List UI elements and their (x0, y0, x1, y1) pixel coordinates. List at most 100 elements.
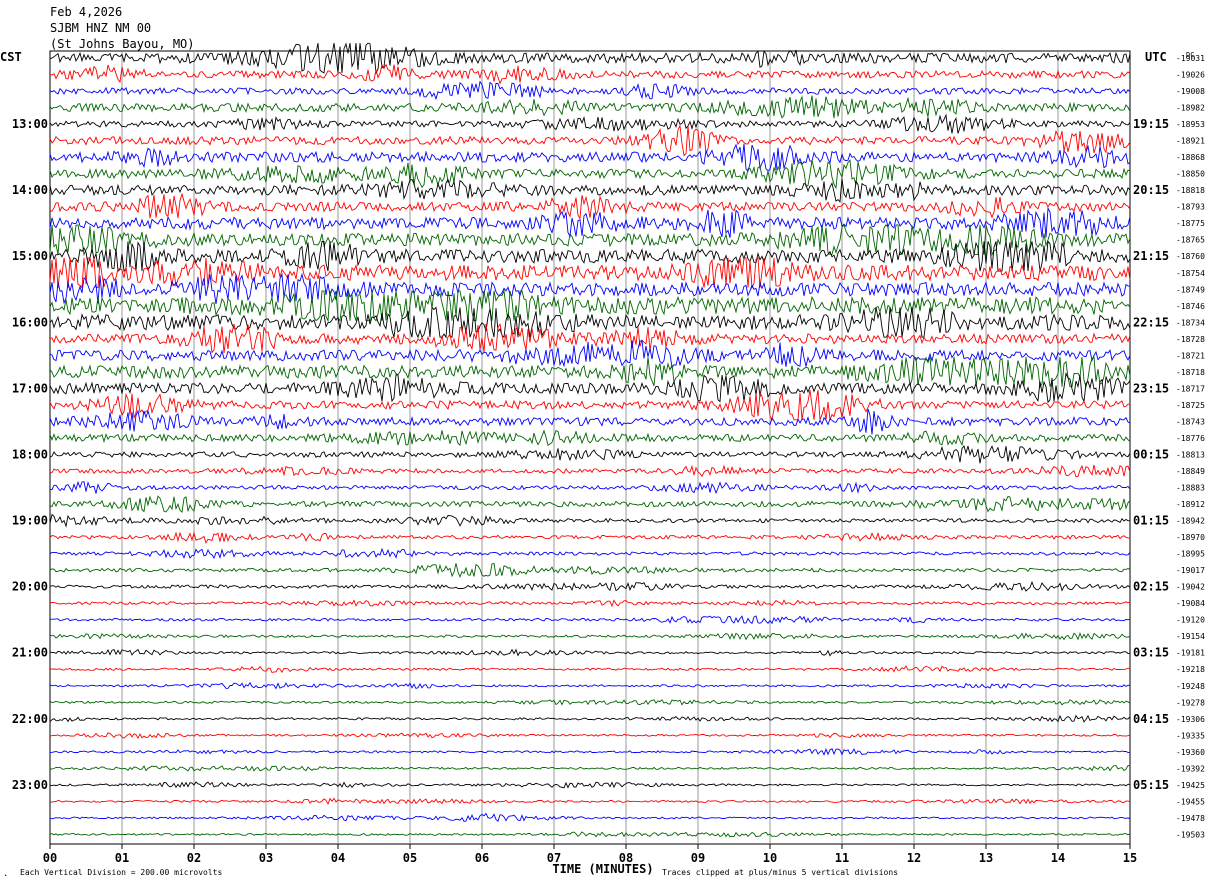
trace-line (49, 143, 1131, 172)
trace-line (49, 206, 1131, 238)
grid-lines (49, 50, 1131, 849)
dc-offset-label: -18995 (1176, 550, 1205, 559)
x-tick-label: 08 (619, 851, 633, 865)
trace-line (49, 240, 1131, 273)
dc-offset-label: -18813 (1176, 450, 1205, 459)
right-hour-label: 00:15 (1133, 447, 1169, 461)
left-hour-label: 15:00 (12, 249, 48, 263)
trace-line (49, 322, 1131, 354)
right-hour-label: 23:15 (1133, 381, 1169, 395)
x-tick-label: 10 (763, 851, 777, 865)
trace-line (49, 371, 1131, 404)
clip-note: Traces clipped at plus/minus 5 vertical … (662, 868, 898, 877)
x-tick-label: 02 (187, 851, 201, 865)
dc-offset-label: -19042 (1176, 583, 1205, 592)
plot-frame (49, 50, 1131, 845)
trace-line (49, 831, 1131, 838)
trace-line (49, 178, 1131, 203)
dc-offset-label: -18793 (1176, 203, 1205, 212)
dc-offset-label: -19031 (1176, 54, 1205, 63)
trace-line (49, 599, 1131, 608)
dc-offset-label: -19181 (1176, 649, 1205, 658)
left-hour-label: 23:00 (12, 778, 48, 792)
dc-offset-label: -19017 (1176, 566, 1205, 575)
trace-line (49, 681, 1131, 690)
left-hour-label: 16:00 (12, 315, 48, 329)
x-tick-label: 03 (259, 851, 273, 865)
trace-line (49, 513, 1131, 528)
left-hour-label: 14:00 (12, 183, 48, 197)
trace-line (49, 80, 1131, 101)
dc-offset-label: -18734 (1176, 318, 1205, 327)
right-hour-label: 22:15 (1133, 315, 1169, 329)
x-tick-label: 05 (403, 851, 417, 865)
right-hour-label: 04:15 (1133, 712, 1169, 726)
trace-line (49, 748, 1131, 756)
dc-offset-label: -18760 (1176, 252, 1205, 261)
right-hour-label: 02:15 (1133, 580, 1169, 594)
trace-line (49, 495, 1131, 513)
dc-label: DC (1186, 51, 1194, 59)
dc-offset-label: -19278 (1176, 698, 1205, 707)
dc-offset-label: -19335 (1176, 731, 1205, 740)
left-hour-label: 20:00 (12, 580, 48, 594)
dc-offset-label: -18721 (1176, 351, 1205, 360)
trace-line (49, 547, 1131, 560)
x-tick-label: 14 (1051, 851, 1065, 865)
dc-offset-label: -19120 (1176, 616, 1205, 625)
trace-line (49, 562, 1131, 579)
dc-offset-label: -19478 (1176, 814, 1205, 823)
dc-offset-label: -19392 (1176, 764, 1205, 773)
dc-offset-label: -18776 (1176, 434, 1205, 443)
corner-mark: . (3, 869, 8, 879)
trace-line (49, 124, 1131, 157)
dc-offset-label: -19154 (1176, 632, 1205, 641)
dc-offset-label: -19248 (1176, 682, 1205, 691)
dc-offset-label: -19026 (1176, 71, 1205, 80)
x-tick-label: 04 (331, 851, 345, 865)
x-tick-label: 00 (43, 851, 57, 865)
dc-offset-label: -19084 (1176, 599, 1205, 608)
trace-line (49, 797, 1131, 806)
dc-offset-label: -19360 (1176, 748, 1205, 757)
dc-offset-label: -18765 (1176, 236, 1205, 245)
trace-line (49, 257, 1131, 290)
dc-offset-label: -18849 (1176, 467, 1205, 476)
left-hour-label: 18:00 (12, 447, 48, 461)
trace-line (49, 192, 1131, 220)
x-tick-label: 06 (475, 851, 489, 865)
left-hour-label: 22:00 (12, 712, 48, 726)
trace-line (49, 113, 1131, 134)
x-tick-label: 01 (115, 851, 129, 865)
trace-line (49, 429, 1131, 447)
trace-line (49, 289, 1131, 323)
trace-line (49, 464, 1131, 478)
dc-offset-label: -18717 (1176, 384, 1205, 393)
trace-line (49, 765, 1131, 772)
x-tick-label: 09 (691, 851, 705, 865)
trace-line (49, 631, 1131, 641)
dc-offset-label: -18718 (1176, 368, 1205, 377)
trace-line (49, 812, 1131, 822)
x-tick-label: 13 (979, 851, 993, 865)
dc-offset-label: -19306 (1176, 715, 1205, 724)
dc-offset-label: -18868 (1176, 153, 1205, 162)
dc-offset-label: -18982 (1176, 104, 1205, 113)
x-tick-label: 07 (547, 851, 561, 865)
trace-line (49, 340, 1131, 369)
trace-line (49, 159, 1131, 190)
dc-offset-label: -18725 (1176, 401, 1205, 410)
right-hour-label: 20:15 (1133, 183, 1169, 197)
dc-offset-label: -19503 (1176, 830, 1205, 839)
dc-offset-label: -18912 (1176, 500, 1205, 509)
dc-offset-label: -18754 (1176, 269, 1205, 278)
trace-line (49, 445, 1131, 464)
dc-offset-label: -19008 (1176, 87, 1205, 96)
left-hour-label: 17:00 (12, 381, 48, 395)
x-tick-label: 12 (907, 851, 921, 865)
trace-line (49, 531, 1131, 544)
labels: 00 01 02 03 04 05 06 07 08 09 10 11 12 13 14 15 -19031 -1… (0, 50, 1205, 879)
dc-offset-label: -18953 (1176, 120, 1205, 129)
dc-offset-label: -18728 (1176, 335, 1205, 344)
